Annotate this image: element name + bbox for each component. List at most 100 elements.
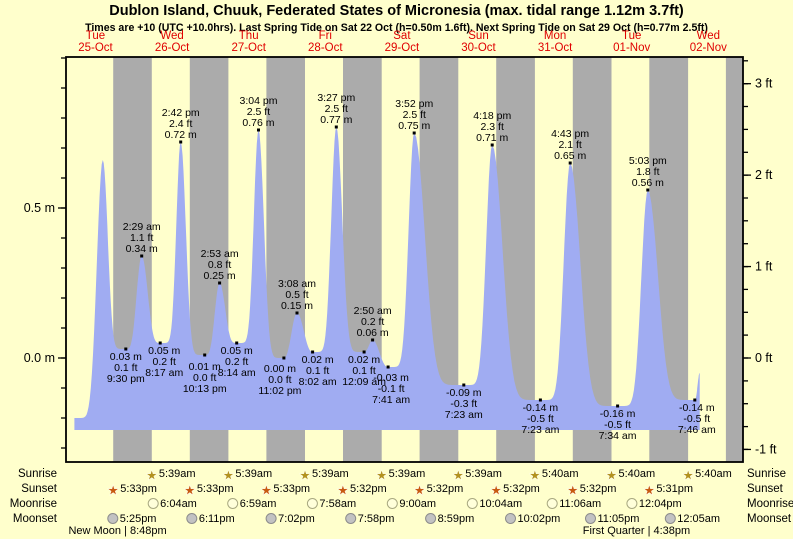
tide-annotation-low: 7:34 am	[599, 430, 637, 442]
tide-annotation-high: 2.5 ft	[403, 109, 426, 121]
moonset-time: 7:58pm	[358, 513, 395, 525]
sunset-time: 5:32pm	[503, 483, 540, 495]
axis-label-right: 0 ft	[755, 351, 773, 365]
tide-annotation-high: 2.4 ft	[169, 118, 192, 130]
sunset-time: 5:33pm	[120, 483, 157, 495]
sunrise-time: 5:40am	[618, 468, 655, 480]
moonrise-icon	[386, 498, 398, 509]
tide-annotation-high: 3:27 pm	[317, 92, 355, 104]
sunset-star-icon: ★	[260, 482, 273, 498]
tide-annotation-low: 0.00 m	[264, 363, 296, 375]
tide-annotation-high: 0.06 m	[357, 327, 389, 339]
tide-annotation-high: 3:04 pm	[240, 95, 278, 107]
sunrise-time: 5:39am	[312, 468, 349, 480]
tide-annotation-high: 5:03 pm	[629, 155, 667, 167]
tide-annotation-low: 7:46 am	[678, 424, 716, 436]
chart-subtitle: Times are +10 (UTC +10.0hrs). Last Sprin…	[85, 22, 708, 34]
tide-annotation-high: 2:29 am	[123, 221, 161, 233]
tide-annotation-high: 4:43 pm	[551, 128, 589, 140]
tide-annotation-high: 4:18 pm	[473, 110, 511, 122]
moonset-icon	[186, 513, 198, 524]
moonset-time: 7:02pm	[278, 513, 315, 525]
tide-annotation-high: 0.65 m	[554, 150, 586, 162]
moonrise-icon	[546, 498, 558, 509]
tide-extreme-dot	[412, 131, 416, 135]
tide-annotation-high: 2.5 ft	[247, 106, 270, 118]
day-date-label: 01-Nov	[613, 42, 650, 54]
axis-label-right: 1 ft	[755, 260, 773, 274]
tide-annotation-low: 8:17 am	[145, 367, 183, 379]
night-band	[725, 57, 743, 462]
moonset-time: 12:05am	[677, 513, 720, 525]
moonrise-time: 9:00am	[399, 498, 436, 510]
tide-annotation-high: 0.77 m	[320, 114, 352, 126]
tide-extreme-dot	[334, 125, 338, 129]
tide-extreme-dot	[124, 347, 128, 351]
tide-extreme-dot	[362, 350, 366, 354]
tide-annotation-high: 0.71 m	[476, 132, 508, 144]
tide-annotation-low: 9:30 pm	[107, 373, 145, 385]
row-label-sunset-left: Sunset	[21, 483, 58, 495]
moonset-icon	[425, 513, 437, 524]
tide-annotation-low: -0.14 m	[523, 402, 559, 414]
tide-annotation-high: 1.8 ft	[636, 166, 659, 178]
tide-annotation-high: 2.3 ft	[481, 121, 504, 133]
moonrise-icon	[466, 498, 478, 509]
sunset-time: 5:32pm	[427, 483, 464, 495]
day-date-label: 02-Nov	[690, 42, 727, 54]
moonset-icon	[107, 513, 119, 524]
plot-frame	[65, 56, 744, 463]
tide-extreme-dot	[538, 398, 542, 402]
day-label: Sun	[468, 30, 488, 42]
row-label-moonset-left: Moonset	[13, 513, 58, 525]
sunset-time: 5:33pm	[197, 483, 234, 495]
tide-curve	[74, 127, 700, 430]
day-date-label: 26-Oct	[155, 42, 190, 54]
row-label-sunrise-right: Sunrise	[747, 468, 786, 480]
tide-annotation-low: 8:02 am	[299, 376, 337, 388]
tide-annotation-low: 10:13 pm	[183, 383, 227, 395]
axis-label-left: 0.5 m	[24, 201, 55, 215]
moonrise-time: 7:58am	[319, 498, 356, 510]
moonset-icon	[265, 513, 277, 524]
tide-annotation-low: -0.5 ft	[683, 413, 710, 425]
tide-annotation-high: 0.56 m	[632, 177, 664, 189]
day-date-label: 30-Oct	[461, 42, 496, 54]
tide-annotation-high: 0.5 ft	[285, 289, 308, 301]
day-label: Thu	[239, 30, 259, 42]
axis-label-right: 2 ft	[755, 168, 773, 182]
tide-extreme-dot	[140, 254, 144, 258]
tide-annotation-high: 3:08 am	[278, 278, 316, 290]
tide-annotation-high: 1.1 ft	[130, 232, 153, 244]
tide-extreme-dot	[257, 128, 260, 132]
tide-annotation-low: 7:41 am	[372, 394, 410, 406]
day-label: Tue	[86, 30, 105, 42]
row-label-moonrise-right: Moonrise	[747, 498, 793, 510]
moonset-icon	[345, 513, 357, 524]
tide-annotation-low: 7:23 am	[445, 409, 483, 421]
tide-annotation-high: 0.2 ft	[361, 316, 384, 328]
day-date-label: 27-Oct	[231, 42, 266, 54]
day-label: Wed	[160, 30, 183, 42]
tide-annotation-low: -0.5 ft	[527, 413, 554, 425]
tide-extreme-dot	[386, 365, 390, 369]
moonset-time: 11:05pm	[597, 513, 639, 525]
moonset-icon	[585, 513, 596, 524]
tide-extreme-dot	[462, 383, 466, 387]
tide-annotation-low: 0.1 ft	[306, 365, 329, 377]
moonset-time: 5:25pm	[120, 513, 157, 525]
tide-extreme-dot	[282, 356, 286, 360]
tide-annotation-low: -0.5 ft	[604, 419, 631, 431]
tide-annotation-low: -0.16 m	[600, 408, 636, 420]
tide-annotation-low: 0.1 ft	[352, 365, 375, 377]
tide-annotation-high: 2:53 am	[201, 248, 239, 260]
tide-extreme-dot	[158, 341, 162, 345]
moonset-icon	[505, 513, 516, 524]
day-label: Mon	[544, 30, 566, 42]
moonset-icon	[664, 513, 676, 524]
sunset-star-icon: ★	[413, 482, 426, 498]
chart-title: Dublon Island, Chuuk, Federated States o…	[109, 3, 684, 19]
tide-annotation-low: -0.09 m	[446, 387, 482, 399]
